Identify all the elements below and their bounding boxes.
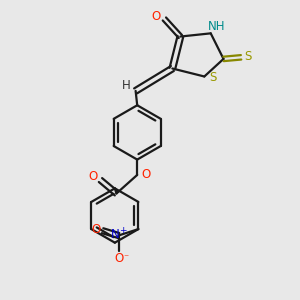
Text: NH: NH xyxy=(208,20,226,33)
Text: O: O xyxy=(89,170,98,183)
Text: O: O xyxy=(91,223,100,236)
Text: ⁻: ⁻ xyxy=(123,254,128,263)
Text: N: N xyxy=(111,228,120,241)
Text: S: S xyxy=(244,50,252,63)
Text: H: H xyxy=(122,79,131,92)
Text: +: + xyxy=(118,226,126,235)
Text: S: S xyxy=(210,70,217,84)
Text: O: O xyxy=(152,10,161,23)
Text: O: O xyxy=(115,252,124,265)
Text: O: O xyxy=(142,168,151,181)
